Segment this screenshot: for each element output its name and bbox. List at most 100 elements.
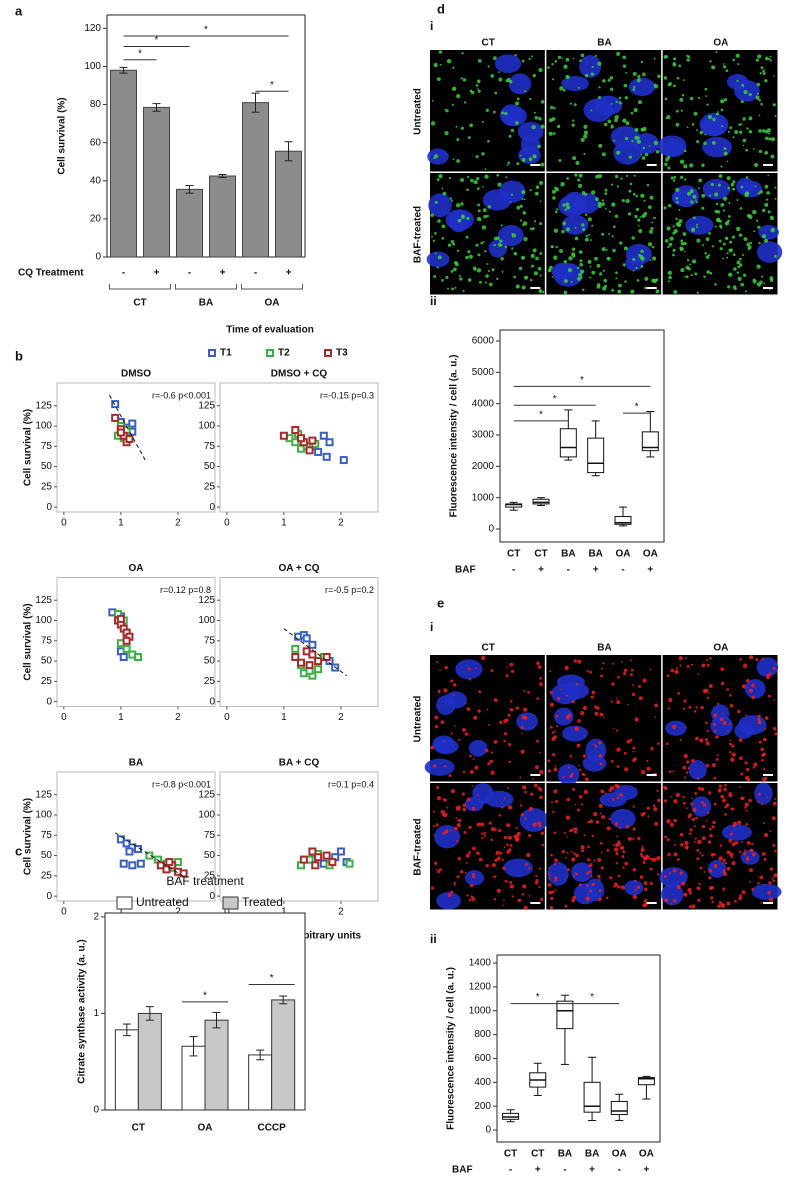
puncta: [549, 690, 553, 695]
box: [556, 1000, 574, 1030]
puncta: [433, 764, 437, 768]
puncta: [725, 69, 729, 73]
puncta: [577, 764, 580, 767]
puncta: [452, 267, 457, 272]
puncta: [490, 74, 495, 78]
nucleus: [756, 657, 779, 677]
puncta: [465, 255, 469, 260]
puncta: [568, 256, 573, 261]
puncta: [705, 738, 709, 742]
puncta: [470, 895, 473, 898]
plot-area: [496, 954, 661, 1143]
puncta: [445, 275, 449, 280]
puncta: [639, 875, 644, 879]
puncta: [670, 796, 672, 798]
puncta: [587, 858, 591, 862]
puncta: [731, 861, 736, 866]
puncta: [598, 143, 603, 148]
puncta: [519, 219, 522, 222]
puncta: [466, 188, 469, 192]
puncta: [726, 901, 731, 906]
puncta: [749, 880, 751, 883]
puncta: [744, 806, 747, 809]
puncta: [692, 216, 696, 220]
puncta: [481, 836, 484, 839]
puncta: [763, 727, 766, 730]
puncta: [467, 278, 472, 282]
nucleus: [562, 725, 588, 742]
puncta: [626, 174, 629, 178]
puncta: [531, 55, 533, 58]
puncta: [565, 227, 571, 232]
puncta: [744, 849, 747, 852]
puncta: [597, 857, 602, 862]
puncta: [476, 79, 481, 84]
puncta: [646, 806, 650, 810]
puncta: [680, 109, 683, 112]
puncta: [520, 749, 525, 754]
treatment-label: +: [647, 565, 653, 576]
puncta: [453, 683, 457, 687]
puncta: [581, 190, 586, 195]
puncta: [758, 241, 761, 245]
puncta: [761, 234, 766, 239]
puncta: [598, 878, 601, 881]
puncta: [487, 65, 490, 68]
puncta: [534, 191, 539, 196]
puncta: [485, 274, 489, 278]
point: [279, 431, 288, 440]
point: [308, 436, 317, 445]
puncta: [440, 720, 445, 725]
puncta: [457, 856, 462, 861]
puncta: [510, 193, 514, 196]
puncta: [601, 202, 605, 206]
puncta: [451, 199, 453, 202]
puncta: [710, 896, 714, 900]
puncta: [615, 729, 619, 732]
treatment-label: +: [593, 565, 599, 576]
puncta: [553, 228, 559, 233]
puncta: [610, 124, 613, 127]
puncta: [511, 247, 514, 250]
puncta: [493, 898, 497, 901]
puncta: [737, 709, 741, 714]
puncta: [740, 282, 745, 287]
puncta: [748, 116, 753, 121]
puncta: [709, 885, 713, 890]
puncta: [616, 51, 621, 56]
puncta: [510, 669, 515, 674]
puncta: [687, 887, 692, 892]
puncta: [572, 57, 575, 60]
puncta: [540, 162, 545, 167]
puncta: [666, 114, 671, 120]
puncta: [516, 205, 521, 210]
puncta: [764, 79, 768, 83]
puncta: [737, 820, 742, 825]
puncta: [632, 868, 637, 872]
plot-area: [56, 382, 216, 513]
puncta: [623, 671, 627, 676]
puncta: [554, 876, 558, 880]
puncta: [756, 219, 759, 222]
puncta: [518, 266, 523, 271]
puncta: [608, 210, 611, 213]
micrograph: [546, 50, 662, 172]
puncta: [704, 688, 709, 693]
puncta: [556, 208, 559, 211]
puncta: [626, 739, 631, 744]
puncta: [574, 227, 577, 229]
puncta: [539, 222, 543, 226]
puncta: [472, 757, 475, 760]
puncta: [523, 275, 529, 280]
puncta: [515, 706, 520, 710]
puncta: [622, 866, 625, 869]
puncta: [663, 799, 668, 803]
puncta: [697, 839, 702, 845]
puncta: [610, 700, 613, 703]
puncta: [655, 150, 660, 154]
puncta: [653, 140, 658, 146]
sub-label: i: [430, 19, 433, 33]
puncta: [646, 759, 649, 763]
x-tick-label: CT: [132, 1123, 145, 1134]
puncta: [672, 724, 677, 729]
